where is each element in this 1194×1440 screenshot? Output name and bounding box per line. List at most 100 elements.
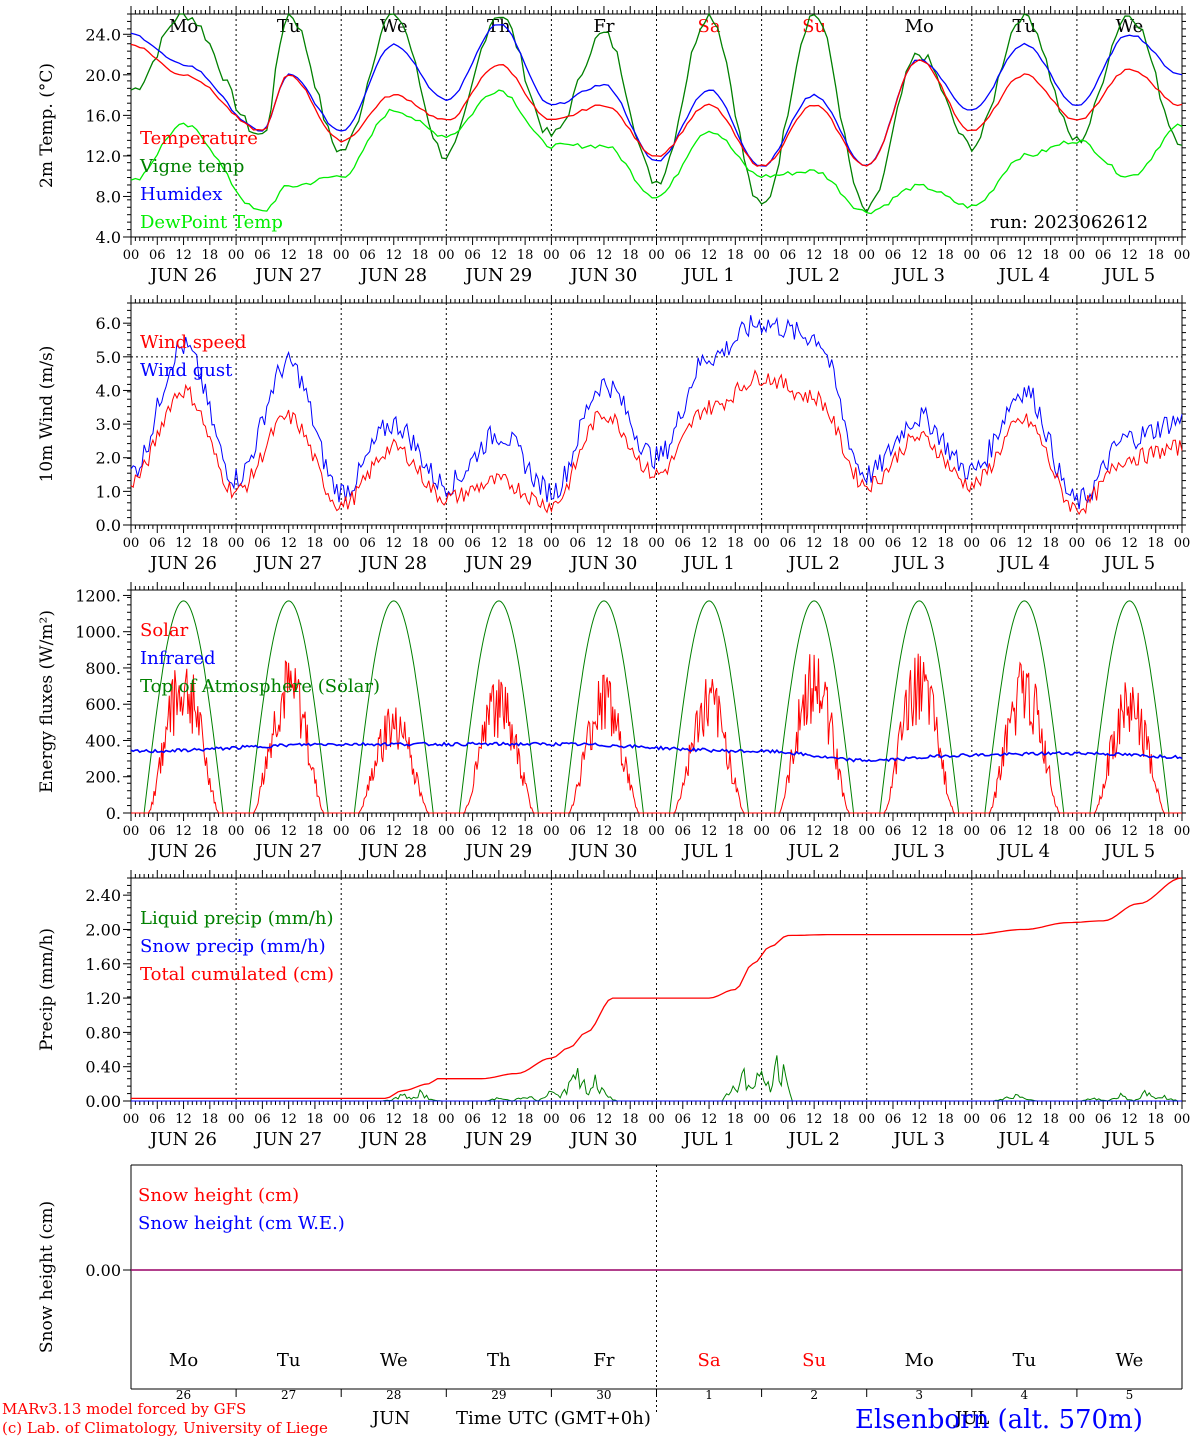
hour-label: 00 <box>123 248 140 263</box>
date-label: JUN 29 <box>463 553 532 574</box>
hour-label: 18 <box>832 248 849 263</box>
y-tick-label: 4.0 <box>96 228 121 247</box>
hour-label: 18 <box>727 1112 744 1127</box>
hour-label: 00 <box>1069 1112 1086 1127</box>
hour-label: 00 <box>648 536 665 551</box>
hour-label: 00 <box>438 1112 455 1127</box>
hour-label: 00 <box>753 536 770 551</box>
hour-label: 06 <box>675 536 692 551</box>
hour-label: 06 <box>1095 536 1112 551</box>
run-label: run: 2023062612 <box>990 212 1148 233</box>
date-label: JUN 30 <box>569 841 638 862</box>
series-line-dewpoint-temp <box>130 89 1183 215</box>
hour-label: 18 <box>832 1112 849 1127</box>
date-label: JUL 4 <box>997 841 1051 862</box>
date-label: JUN 26 <box>148 265 217 286</box>
hour-label: 12 <box>1121 1112 1138 1127</box>
hour-label: 12 <box>1016 248 1033 263</box>
hour-label: 18 <box>727 536 744 551</box>
panel-5: 0.00 Snow height (cm) Snow height (cm) Snow… <box>37 1164 1183 1413</box>
hour-label: 18 <box>937 248 954 263</box>
hour-label: 06 <box>780 1112 797 1127</box>
hour-label: 00 <box>648 1112 665 1127</box>
series-line-infrared <box>130 741 1183 763</box>
day-name: Mo <box>905 16 934 37</box>
y-tick-label: 3.0 <box>96 415 121 434</box>
hour-label: 06 <box>569 1112 586 1127</box>
y-tick-label: 20.0 <box>85 66 121 85</box>
hour-label: 18 <box>307 536 324 551</box>
y-tick-label: 1.0 <box>96 482 121 501</box>
hour-label: 00 <box>858 824 875 839</box>
hour-label: 12 <box>491 536 508 551</box>
hour-label: 12 <box>175 248 192 263</box>
hour-label: 12 <box>596 1112 613 1127</box>
day-number: 28 <box>386 1388 401 1402</box>
hour-label: 00 <box>1174 248 1191 263</box>
hour-label: 00 <box>543 536 560 551</box>
date-label: JUN 28 <box>358 1129 427 1150</box>
hour-label: 00 <box>543 248 560 263</box>
hour-label: 00 <box>1069 248 1086 263</box>
hour-label: 06 <box>254 536 271 551</box>
y-tick-label: 1.20 <box>85 989 121 1008</box>
legend-entry: Snow height (cm) <box>138 1185 299 1206</box>
hour-label: 18 <box>517 248 534 263</box>
hour-label: 12 <box>701 824 718 839</box>
hour-label: 18 <box>202 1112 219 1127</box>
legend-entry: Snow precip (mm/h) <box>140 936 326 957</box>
date-label: JUN 26 <box>148 1129 217 1150</box>
legend-entry: Total cumulated (cm) <box>140 964 334 985</box>
y-tick-label: 1000. <box>75 623 121 642</box>
series-line-wind-speed <box>130 369 1183 516</box>
hour-label: 18 <box>832 536 849 551</box>
hour-label: 18 <box>1147 536 1164 551</box>
hour-label: 06 <box>569 248 586 263</box>
hour-label: 12 <box>806 248 823 263</box>
panel-1: 00 06 12 18 00 06 12 18 00 06 12 18 00 06 12 18 00 06 12 18… <box>37 6 1190 286</box>
hour-label: 12 <box>175 536 192 551</box>
hour-label: 12 <box>911 248 928 263</box>
hour-label: 00 <box>964 824 981 839</box>
hour-label: 06 <box>464 248 481 263</box>
hour-label: 18 <box>202 248 219 263</box>
date-label: JUL 5 <box>1102 841 1156 862</box>
hour-label: 06 <box>780 248 797 263</box>
day-number: 29 <box>491 1388 506 1402</box>
date-label: JUN 27 <box>253 265 322 286</box>
day-name: Mo <box>169 1350 198 1371</box>
legend-entry: Solar <box>140 620 189 641</box>
date-label: JUL 5 <box>1102 265 1156 286</box>
hour-label: 18 <box>412 248 429 263</box>
hour-label: 06 <box>464 1112 481 1127</box>
hour-label: 06 <box>149 1112 166 1127</box>
hour-label: 18 <box>517 824 534 839</box>
hour-label: 12 <box>701 248 718 263</box>
station-label: Elsenborn (alt. 570m) <box>855 1405 1143 1435</box>
date-label: JUL 4 <box>997 265 1051 286</box>
hour-label: 06 <box>149 536 166 551</box>
day-name: Mo <box>169 16 198 37</box>
hour-label: 00 <box>333 248 350 263</box>
hour-label: 00 <box>438 248 455 263</box>
hour-label: 00 <box>648 824 665 839</box>
day-number: 4 <box>1021 1388 1029 1402</box>
hour-label: 12 <box>1016 1112 1033 1127</box>
date-label: JUN 29 <box>463 841 532 862</box>
hour-label: 00 <box>1174 1112 1191 1127</box>
hour-label: 06 <box>885 536 902 551</box>
hour-label: 00 <box>753 1112 770 1127</box>
day-number: 2 <box>810 1388 818 1402</box>
hour-label: 00 <box>438 824 455 839</box>
hour-label: 18 <box>1042 824 1059 839</box>
date-label: JUL 2 <box>786 1129 840 1150</box>
hour-label: 18 <box>937 536 954 551</box>
date-label: JUL 5 <box>1102 553 1156 574</box>
day-number: 30 <box>596 1388 611 1402</box>
day-name: Su <box>802 1350 826 1371</box>
hour-label: 06 <box>675 1112 692 1127</box>
day-name: Mo <box>905 1350 934 1371</box>
y-tick-label: 6.0 <box>96 314 121 333</box>
hour-label: 00 <box>438 536 455 551</box>
hour-label: 18 <box>307 1112 324 1127</box>
